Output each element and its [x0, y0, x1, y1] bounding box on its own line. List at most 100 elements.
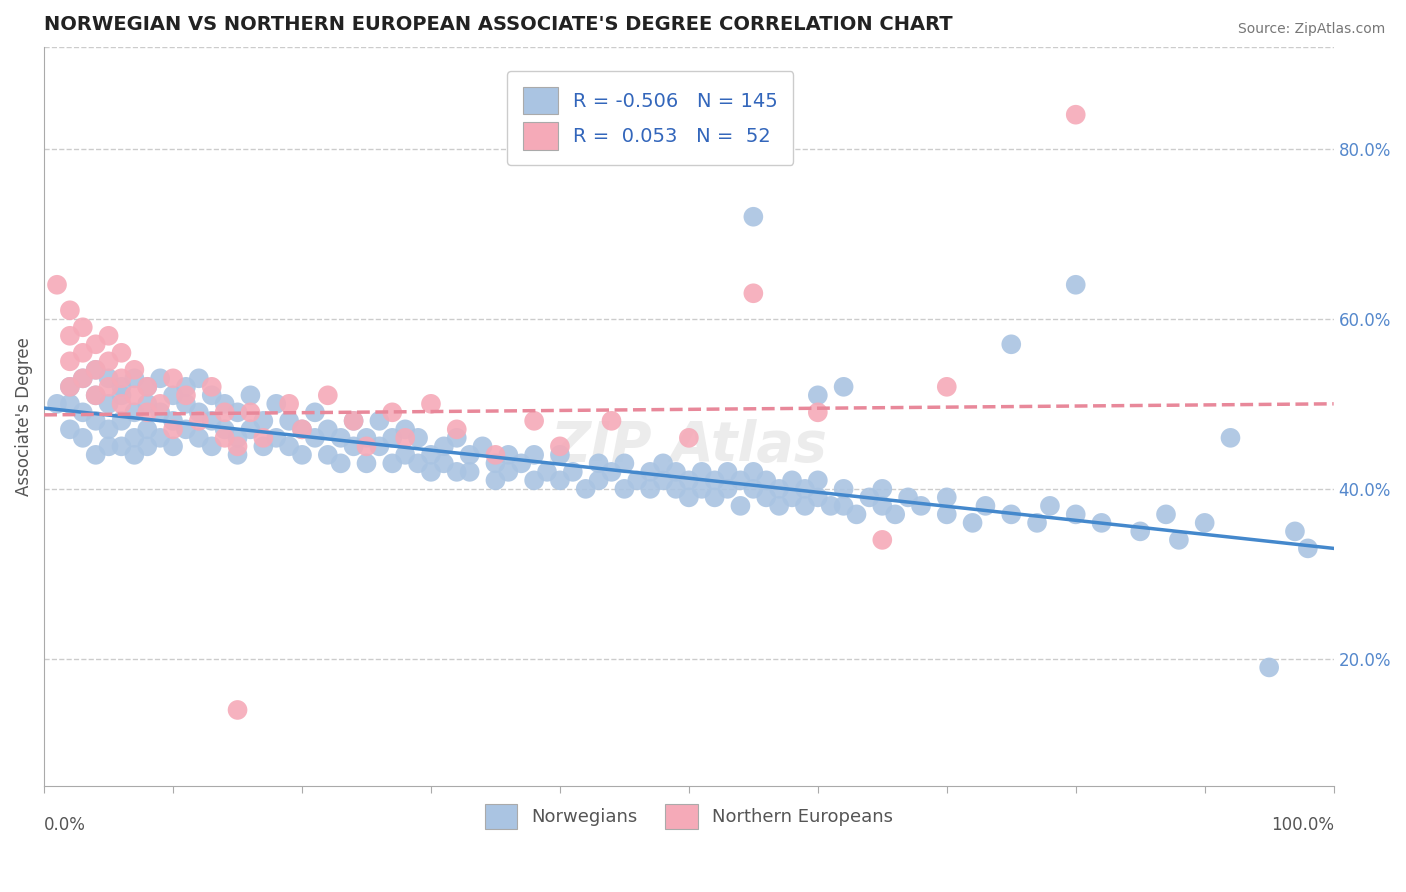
Point	[742, 482, 765, 496]
Point	[832, 499, 855, 513]
Point	[97, 397, 120, 411]
Point	[136, 439, 159, 453]
Point	[381, 405, 404, 419]
Point	[368, 439, 391, 453]
Point	[72, 320, 94, 334]
Point	[561, 465, 583, 479]
Point	[214, 397, 236, 411]
Point	[638, 465, 661, 479]
Point	[1064, 508, 1087, 522]
Point	[962, 516, 984, 530]
Point	[316, 448, 339, 462]
Point	[678, 474, 700, 488]
Point	[1090, 516, 1112, 530]
Point	[174, 422, 197, 436]
Point	[807, 474, 830, 488]
Point	[201, 388, 224, 402]
Point	[84, 388, 107, 402]
Point	[72, 346, 94, 360]
Point	[356, 456, 378, 470]
Point	[278, 414, 301, 428]
Point	[46, 277, 69, 292]
Point	[1194, 516, 1216, 530]
Point	[342, 439, 364, 453]
Point	[162, 422, 184, 436]
Point	[420, 448, 443, 462]
Point	[136, 380, 159, 394]
Point	[690, 465, 713, 479]
Point	[858, 491, 880, 505]
Point	[124, 448, 146, 462]
Point	[226, 405, 249, 419]
Point	[342, 414, 364, 428]
Point	[316, 422, 339, 436]
Point	[356, 439, 378, 453]
Point	[678, 431, 700, 445]
Point	[484, 448, 506, 462]
Point	[84, 363, 107, 377]
Y-axis label: Associate's Degree: Associate's Degree	[15, 337, 32, 496]
Point	[97, 422, 120, 436]
Point	[730, 499, 752, 513]
Point	[1258, 660, 1281, 674]
Point	[974, 499, 997, 513]
Point	[174, 380, 197, 394]
Point	[342, 414, 364, 428]
Point	[665, 465, 688, 479]
Point	[652, 474, 675, 488]
Point	[124, 431, 146, 445]
Point	[820, 499, 842, 513]
Point	[1000, 508, 1022, 522]
Point	[1026, 516, 1049, 530]
Point	[226, 448, 249, 462]
Point	[730, 474, 752, 488]
Point	[498, 448, 520, 462]
Point	[97, 371, 120, 385]
Point	[264, 431, 287, 445]
Point	[136, 405, 159, 419]
Point	[716, 465, 738, 479]
Point	[1064, 277, 1087, 292]
Point	[316, 388, 339, 402]
Point	[278, 397, 301, 411]
Point	[780, 491, 803, 505]
Point	[187, 371, 209, 385]
Point	[239, 422, 262, 436]
Point	[523, 474, 546, 488]
Point	[291, 422, 314, 436]
Point	[832, 380, 855, 394]
Point	[935, 491, 957, 505]
Point	[755, 491, 778, 505]
Point	[1284, 524, 1306, 539]
Point	[252, 414, 274, 428]
Point	[162, 414, 184, 428]
Point	[600, 414, 623, 428]
Point	[149, 405, 172, 419]
Point	[420, 465, 443, 479]
Point	[1296, 541, 1319, 556]
Point	[264, 397, 287, 411]
Text: Source: ZipAtlas.com: Source: ZipAtlas.com	[1237, 22, 1385, 37]
Point	[381, 456, 404, 470]
Point	[793, 499, 815, 513]
Point	[510, 456, 533, 470]
Point	[897, 491, 920, 505]
Point	[291, 448, 314, 462]
Point	[716, 482, 738, 496]
Point	[59, 380, 82, 394]
Point	[1167, 533, 1189, 547]
Point	[239, 388, 262, 402]
Point	[935, 508, 957, 522]
Point	[174, 397, 197, 411]
Point	[59, 328, 82, 343]
Point	[690, 482, 713, 496]
Point	[484, 474, 506, 488]
Point	[1219, 431, 1241, 445]
Point	[162, 439, 184, 453]
Point	[548, 474, 571, 488]
Point	[807, 405, 830, 419]
Point	[807, 491, 830, 505]
Point	[845, 508, 868, 522]
Point	[110, 414, 132, 428]
Point	[304, 431, 326, 445]
